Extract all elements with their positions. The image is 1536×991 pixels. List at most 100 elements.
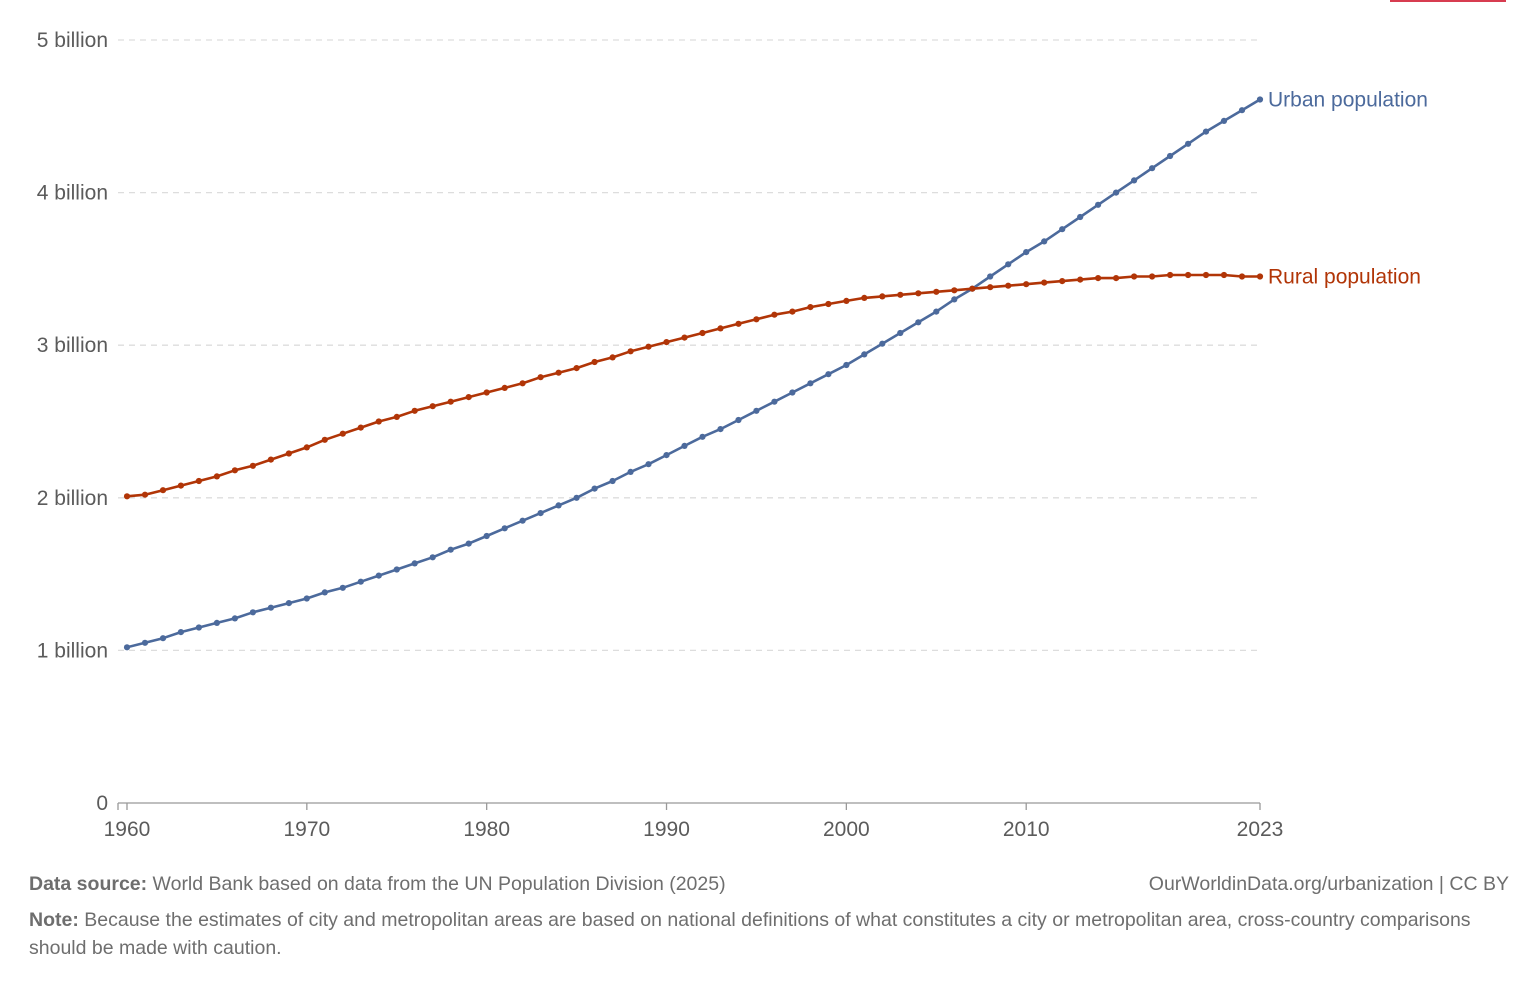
urban-population-line (126, 98, 1261, 649)
urban-population-point-1972 (339, 584, 346, 591)
urban-population-point-1986 (591, 485, 598, 492)
x-tick-label-1990: 1990 (643, 818, 690, 841)
rural-population-point-2006 (951, 287, 958, 294)
urban-population-point-1976 (411, 560, 418, 567)
urban-population-point-2020 (1202, 128, 1210, 135)
y-tick-label-5: 5 billion (37, 29, 108, 52)
rural-population-point-1997 (789, 308, 796, 315)
urban-population-point-1989 (645, 461, 652, 468)
rural-population-point-1980 (483, 389, 490, 396)
rural-population-point-1962 (159, 487, 167, 494)
rural-population-point-2004 (915, 290, 922, 297)
urban-population-point-2002 (879, 340, 886, 347)
urban-population-point-2016 (1131, 177, 1138, 184)
rural-population-point-1973 (357, 424, 364, 431)
rural-population-point-1966 (231, 467, 238, 474)
rural-population-point-2015 (1113, 275, 1120, 282)
footer-note: Note: Because the estimates of city and … (29, 906, 1509, 962)
urban-population-point-1988 (627, 468, 634, 475)
rural-population-point-1998 (807, 304, 814, 311)
rural-population-point-1976 (411, 407, 418, 414)
rural-population-point-2000 (843, 297, 850, 304)
urban-population-point-1973 (357, 578, 364, 585)
rural-population-point-1964 (195, 477, 202, 485)
rural-population-point-2011 (1041, 279, 1048, 286)
x-tick-label-1970: 1970 (283, 818, 330, 841)
rural-population-point-1971 (321, 436, 328, 443)
urban-population-point-1984 (555, 502, 562, 509)
urban-population-label: Urban population (1268, 89, 1428, 112)
urban-population-point-2008 (987, 273, 994, 280)
series-lines (123, 96, 1264, 651)
urban-population-point-2010 (1023, 249, 1030, 256)
rural-population-point-2023 (1256, 273, 1264, 280)
urban-population-point-1997 (789, 389, 796, 396)
x-tick-label-2010: 2010 (1003, 818, 1050, 841)
data-source-label: Data source: (29, 873, 148, 895)
y-tick-label-0: 0 (96, 792, 108, 815)
x-tick-label-1980: 1980 (463, 818, 510, 841)
rural-population-point-1977 (429, 403, 436, 410)
rural-population-point-2022 (1238, 273, 1246, 280)
rural-population-point-1979 (465, 394, 472, 401)
rural-population-point-1967 (249, 462, 256, 469)
urban-population-point-1970 (303, 595, 310, 602)
rural-population-point-2009 (1005, 282, 1012, 289)
urban-population-point-1963 (177, 629, 184, 636)
urban-population-point-1982 (519, 517, 526, 524)
rural-population-point-1972 (339, 430, 346, 437)
urban-population-point-2018 (1167, 152, 1174, 160)
urban-population-point-2003 (897, 329, 904, 337)
data-source-text: World Bank based on data from the UN Pop… (147, 873, 726, 895)
urban-population-point-2013 (1077, 213, 1084, 221)
rural-population-point-1974 (375, 418, 382, 425)
y-axis-ticks: 0 1 billion 2 billion 3 billion 4 billion 5 b… (37, 29, 108, 815)
urban-population-point-2014 (1095, 201, 1102, 208)
rural-population-point-2016 (1131, 273, 1138, 280)
urban-population-point-1980 (483, 532, 490, 540)
rural-population-point-1968 (267, 456, 274, 463)
urban-population-point-1985 (573, 494, 580, 501)
data-source: Data source: World Bank based on data fr… (29, 870, 726, 898)
rural-population-line (126, 273, 1260, 498)
rural-population-point-2007 (969, 285, 976, 292)
urban-population-point-1993 (717, 426, 724, 433)
rural-population-point-1990 (663, 339, 670, 346)
y-tick-label-2: 2 billion (37, 487, 108, 510)
rural-population-point-2002 (879, 293, 886, 300)
y-tick-label-4: 4 billion (37, 182, 108, 205)
y-tick-label-3: 3 billion (37, 334, 108, 357)
urban-population-point-1992 (699, 433, 706, 440)
rural-population-point-2021 (1220, 271, 1228, 279)
line-chart: 0 1 billion 2 billion 3 billion 4 billion 5 b… (37, 29, 1428, 841)
credit-link[interactable]: OurWorldinData.org/urbanization | CC BY (1148, 873, 1509, 895)
rural-population-point-1991 (681, 334, 688, 341)
rural-population-point-2003 (897, 291, 904, 298)
rural-population-point-1988 (627, 348, 634, 355)
urban-population-point-1990 (663, 452, 670, 459)
urban-population-point-2006 (951, 296, 958, 303)
rural-population-point-1970 (303, 444, 310, 451)
urban-population-point-1983 (537, 509, 544, 517)
rural-population-point-1993 (717, 325, 724, 332)
rural-population-point-2001 (861, 294, 868, 301)
x-tick-label-2000: 2000 (823, 818, 870, 841)
urban-population-point-1962 (159, 635, 167, 642)
rural-population-point-1961 (141, 491, 149, 498)
rural-population-point-1996 (771, 311, 778, 318)
rural-population-point-2014 (1095, 275, 1102, 282)
rural-population-point-1999 (825, 300, 832, 308)
urban-population-point-2001 (861, 351, 868, 358)
note-text: Because the estimates of city and metrop… (29, 909, 1471, 959)
rural-population-point-1982 (519, 380, 526, 387)
rural-population-point-2012 (1059, 278, 1066, 285)
rural-population-point-2018 (1167, 271, 1174, 279)
rural-population-point-2010 (1023, 281, 1030, 288)
rural-population-point-2008 (987, 284, 994, 291)
urban-population-point-1981 (501, 525, 508, 532)
footer-source-row: Data source: World Bank based on data fr… (29, 870, 1509, 898)
rural-population-point-1969 (285, 450, 292, 457)
gridlines (118, 39, 1260, 652)
urban-population-point-2012 (1059, 226, 1066, 233)
accent-bar (1390, 0, 1506, 2)
